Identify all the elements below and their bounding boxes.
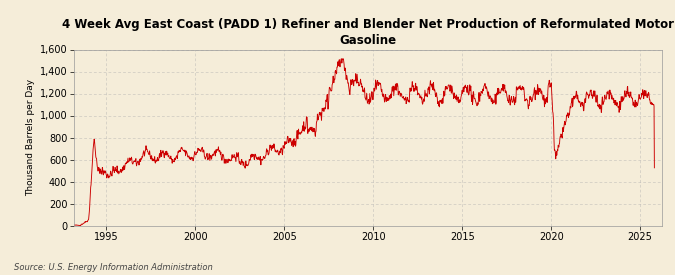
Y-axis label: Thousand Barrels per Day: Thousand Barrels per Day <box>26 79 35 196</box>
Title: 4 Week Avg East Coast (PADD 1) Refiner and Blender Net Production of Reformulate: 4 Week Avg East Coast (PADD 1) Refiner a… <box>62 18 674 47</box>
Text: Source: U.S. Energy Information Administration: Source: U.S. Energy Information Administ… <box>14 263 212 272</box>
